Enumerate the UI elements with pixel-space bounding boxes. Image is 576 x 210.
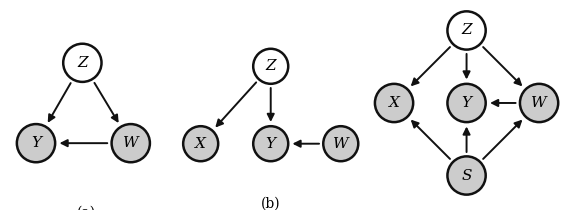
- Text: Y: Y: [266, 137, 276, 151]
- Circle shape: [448, 84, 486, 122]
- Text: W: W: [531, 96, 547, 110]
- Circle shape: [63, 44, 101, 82]
- Text: (a): (a): [77, 205, 96, 210]
- Text: Y: Y: [31, 136, 41, 150]
- Circle shape: [448, 11, 486, 50]
- Circle shape: [323, 126, 358, 161]
- Text: Y: Y: [461, 96, 472, 110]
- Text: W: W: [123, 136, 139, 150]
- Circle shape: [253, 126, 288, 161]
- Circle shape: [448, 156, 486, 195]
- Text: Z: Z: [77, 56, 88, 70]
- Circle shape: [17, 124, 55, 162]
- Text: X: X: [389, 96, 400, 110]
- Circle shape: [375, 84, 413, 122]
- Text: (b): (b): [261, 197, 281, 210]
- Text: Z: Z: [266, 59, 276, 73]
- Text: S: S: [461, 168, 472, 182]
- Circle shape: [520, 84, 558, 122]
- Text: Z: Z: [461, 24, 472, 37]
- Text: W: W: [333, 137, 348, 151]
- Circle shape: [183, 126, 218, 161]
- Circle shape: [253, 49, 288, 84]
- Circle shape: [112, 124, 150, 162]
- Text: X: X: [195, 137, 206, 151]
